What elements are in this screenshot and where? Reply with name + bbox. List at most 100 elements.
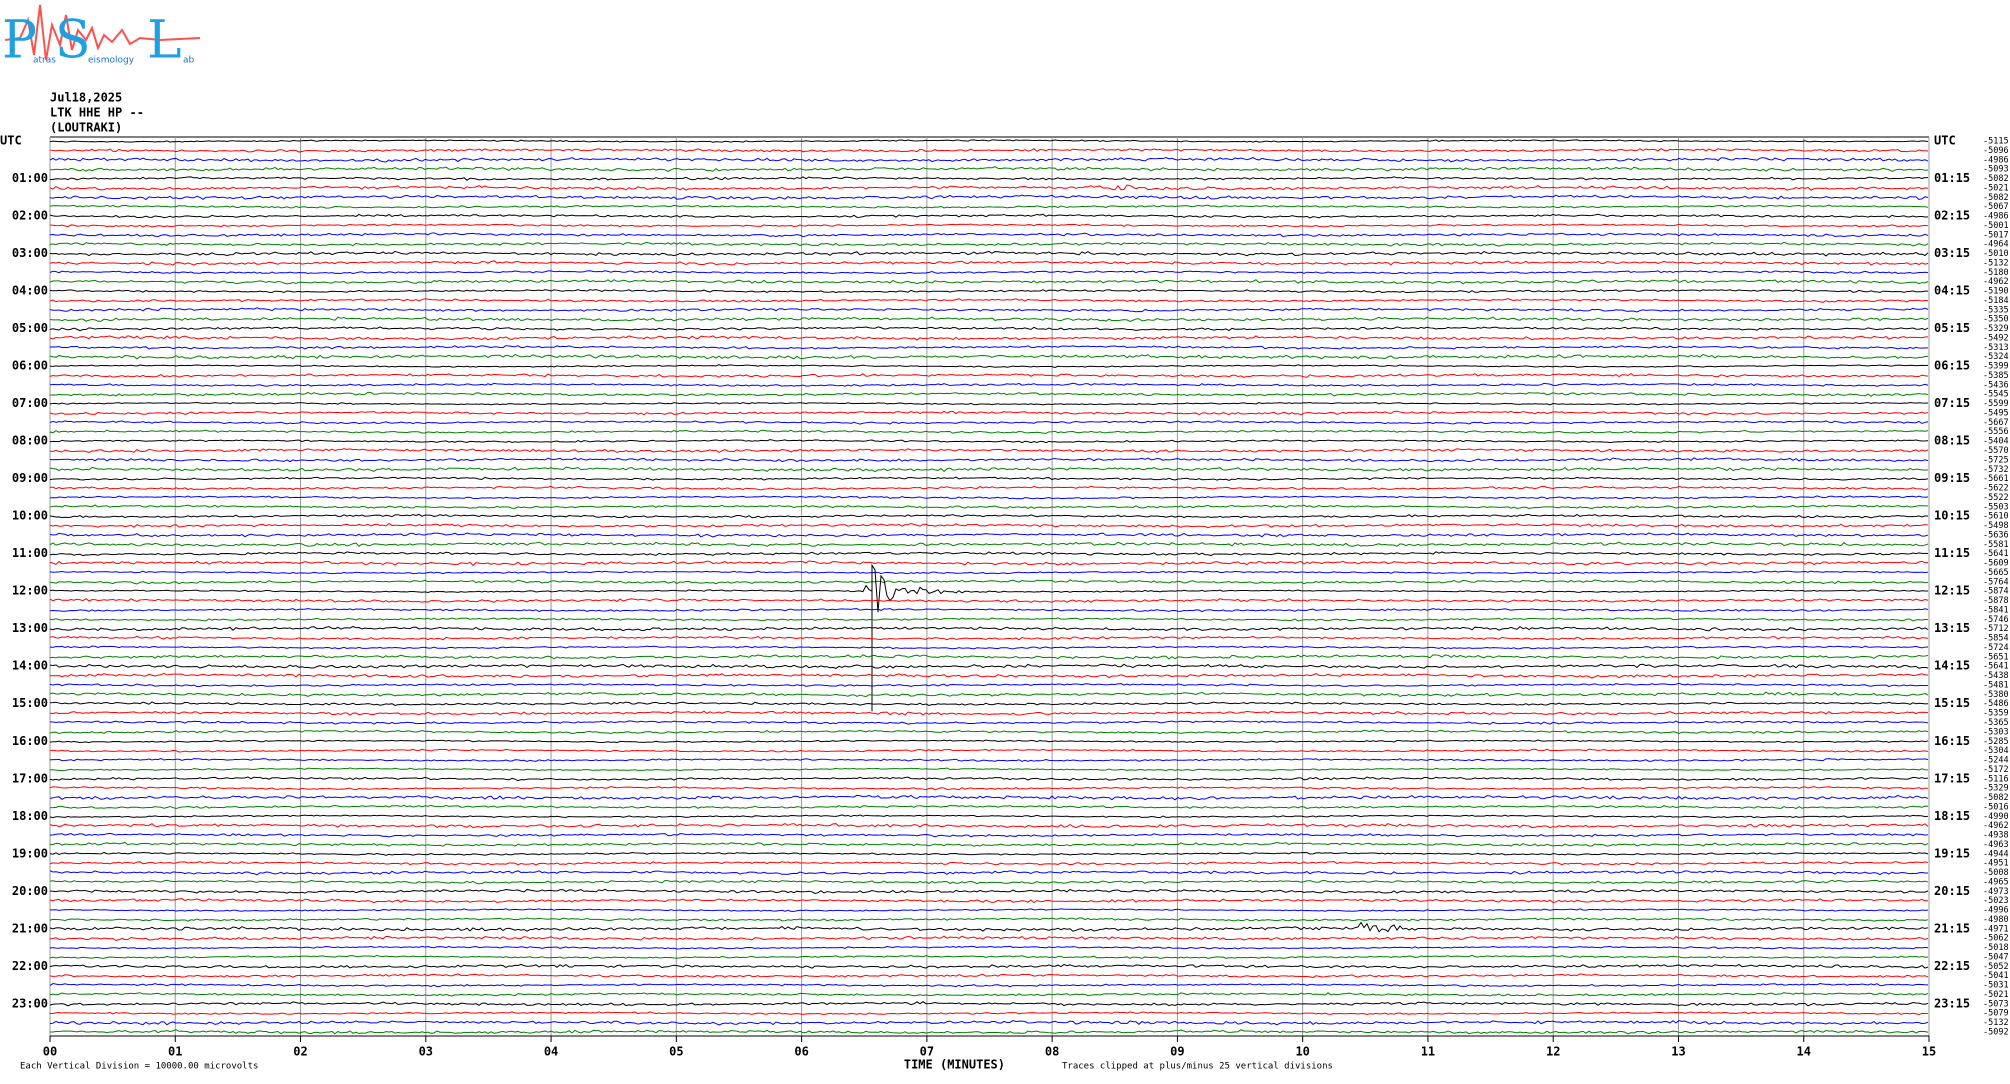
x-tick-label: 11 — [1421, 1045, 1435, 1059]
hour-label-right: 17:15 — [1934, 771, 1970, 785]
scale-note: Each Vertical Division = 10000.00 microv… — [20, 1062, 258, 1072]
row-value: -5021 — [1983, 990, 2009, 1000]
trace — [49, 1029, 1929, 1035]
row-value: -5641 — [1983, 549, 2009, 559]
hour-label: 02:00 — [12, 209, 48, 223]
trace — [49, 1019, 1929, 1026]
trace — [49, 166, 1929, 173]
trace — [49, 1011, 1929, 1016]
hour-label-right: 04:15 — [1934, 284, 1970, 298]
trace — [49, 176, 1929, 181]
trace — [49, 532, 1929, 538]
row-value: -5132 — [1983, 1018, 2009, 1028]
row-value: -5285 — [1983, 737, 2009, 747]
row-value: -5093 — [1983, 165, 2009, 175]
row-value: -5324 — [1983, 352, 2009, 362]
labels: 00 01 02 03 04 05 06 07 08 09 10 11 12 13 14 15-5115-50… — [0, 134, 2009, 1059]
hour-label: 04:00 — [12, 284, 48, 298]
trace — [49, 579, 1929, 585]
trace — [49, 654, 1929, 660]
trace — [49, 917, 1929, 922]
hour-label-right: 12:15 — [1934, 584, 1970, 598]
row-value: -5556 — [1983, 427, 2009, 437]
row-value: -5132 — [1983, 258, 2009, 268]
row-value: -5329 — [1983, 784, 2009, 794]
row-value: -4944 — [1983, 849, 2009, 859]
x-tick-label: 05 — [669, 1045, 683, 1059]
trace — [49, 682, 1929, 688]
hour-label-right: 21:15 — [1934, 921, 1970, 935]
hour-label-right: 06:15 — [1934, 359, 1970, 373]
row-value: -5115 — [1983, 137, 2009, 147]
hour-label-right: 16:15 — [1934, 734, 1970, 748]
hour-label-right: UTC — [1934, 134, 1956, 148]
row-value: -5329 — [1983, 324, 2009, 334]
trace — [49, 635, 1929, 641]
trace — [49, 701, 1929, 706]
logo-word: eismology — [88, 56, 135, 66]
trace — [49, 522, 1929, 529]
row-value: -5486 — [1983, 699, 2009, 709]
hour-label: 11:00 — [12, 546, 48, 560]
row-value: -5545 — [1983, 390, 2009, 400]
hour-label: 23:00 — [12, 996, 48, 1010]
x-axis-title: TIME (MINUTES) — [904, 1058, 1005, 1072]
hour-label-right: 07:15 — [1934, 396, 1970, 410]
trace — [49, 870, 1929, 876]
trace — [49, 983, 1929, 988]
trace — [49, 758, 1929, 762]
row-value: -5874 — [1983, 587, 2009, 597]
logo-word: atras — [33, 56, 56, 66]
row-value: -5581 — [1983, 540, 2009, 550]
trace — [49, 157, 1929, 163]
x-tick-label: 13 — [1671, 1045, 1685, 1059]
trace — [49, 364, 1929, 368]
trace — [49, 560, 1929, 567]
trace — [49, 307, 1929, 313]
row-value: -5667 — [1983, 418, 2009, 428]
trace — [49, 485, 1929, 491]
trace — [49, 372, 1929, 378]
trace — [49, 841, 1929, 847]
row-value: -5495 — [1983, 408, 2009, 418]
grid — [49, 136, 1930, 1042]
trace — [49, 345, 1929, 350]
hour-label: UTC — [0, 134, 22, 148]
hour-label-right: 01:15 — [1934, 171, 1970, 185]
x-tick-label: 12 — [1546, 1045, 1560, 1059]
trace — [49, 963, 1929, 969]
row-value: -5436 — [1983, 380, 2009, 390]
row-value: -5335 — [1983, 305, 2009, 315]
row-value: -5764 — [1983, 577, 2009, 587]
row-value: -5622 — [1983, 484, 2009, 494]
row-value: -5067 — [1983, 202, 2009, 212]
hour-label-right: 15:15 — [1934, 696, 1970, 710]
hour-label-right: 18:15 — [1934, 809, 1970, 823]
trace — [49, 739, 1929, 744]
logo-letter: S — [55, 11, 91, 71]
trace — [49, 935, 1929, 941]
row-value: -4965 — [1983, 877, 2009, 887]
trace — [49, 448, 1929, 454]
trace — [49, 213, 1929, 219]
row-value: -5503 — [1983, 502, 2009, 512]
trace — [49, 513, 1929, 519]
trace — [49, 466, 1929, 473]
trace — [49, 729, 1929, 735]
hour-label: 07:00 — [12, 396, 48, 410]
trace — [49, 625, 1929, 632]
x-tick-label: 08 — [1045, 1045, 1059, 1059]
hour-label: 16:00 — [12, 734, 48, 748]
row-value: -5008 — [1983, 868, 2009, 878]
hour-label-right: 03:15 — [1934, 246, 1970, 260]
row-value: -5244 — [1983, 756, 2009, 766]
trace — [49, 954, 1929, 960]
trace — [49, 814, 1929, 819]
trace — [49, 720, 1929, 725]
hour-label: 06:00 — [12, 359, 48, 373]
row-value: -5438 — [1983, 671, 2009, 681]
date: Jul18,2025 — [50, 91, 122, 105]
hour-label: 03:00 — [12, 246, 48, 260]
row-value: -5116 — [1983, 774, 2009, 784]
row-value: -5481 — [1983, 680, 2009, 690]
